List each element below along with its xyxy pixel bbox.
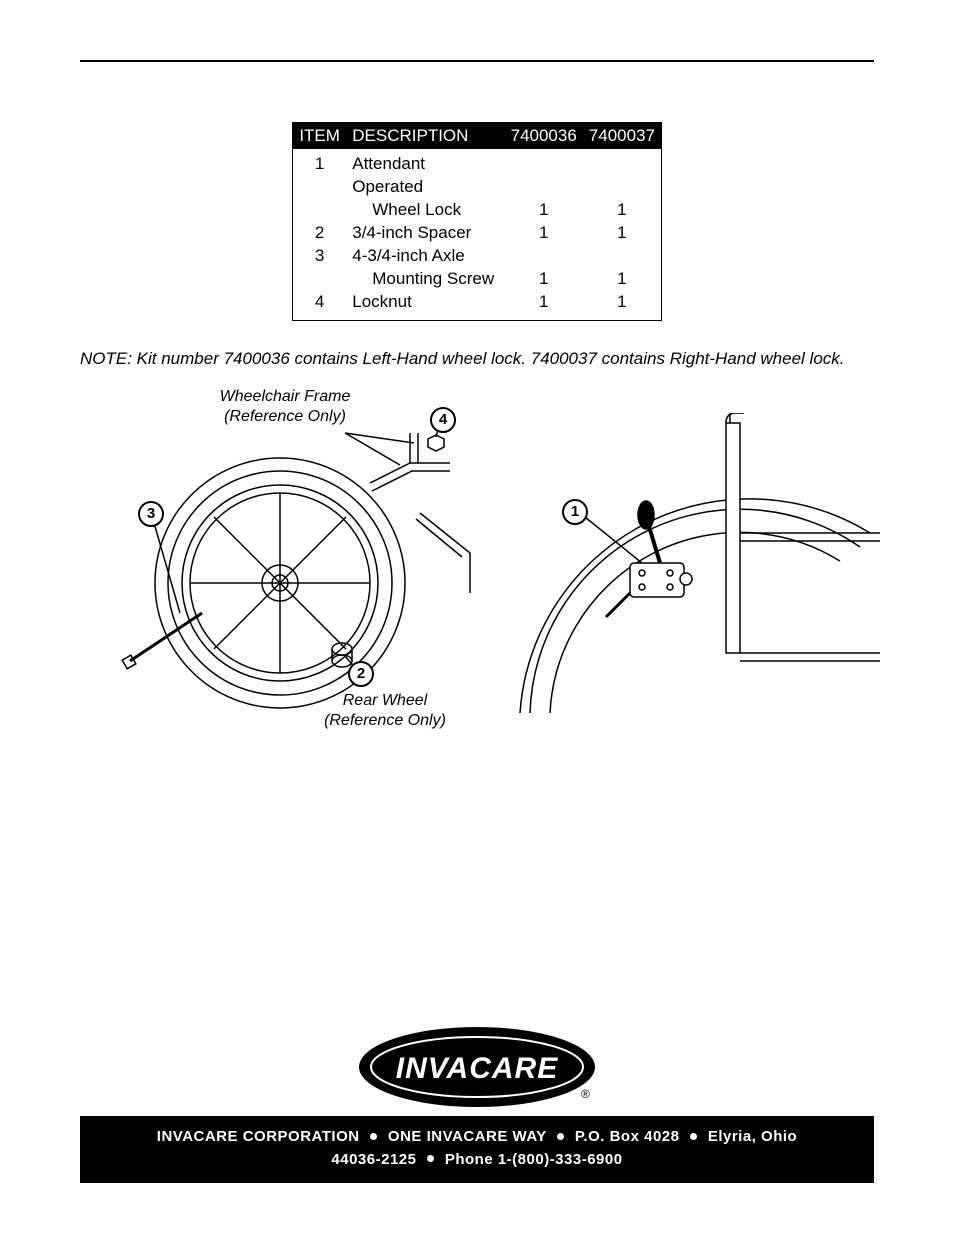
table-row: 3 4-3/4-inch Axle	[293, 245, 662, 268]
invacare-logo-svg: INVACARE ®	[357, 1024, 597, 1110]
page: ITEM DESCRIPTION 7400036 7400037 1 Atten…	[0, 0, 954, 1235]
cell-qty1	[505, 245, 583, 268]
cell-item: 1	[293, 149, 347, 199]
kit-note: NOTE: Kit number 7400036 contains Left-H…	[80, 349, 874, 369]
annotation-line: Wheelchair Frame	[220, 388, 351, 405]
cell-desc: Mounting Screw	[346, 268, 504, 291]
annotation-line: (Reference Only)	[324, 712, 446, 729]
cell-item	[293, 268, 347, 291]
bullet-icon	[557, 1133, 564, 1140]
cell-qty2: 1	[583, 291, 662, 320]
annotation-line: (Reference Only)	[224, 408, 346, 425]
table-row: Wheel Lock 1 1	[293, 199, 662, 222]
cell-qty2: 1	[583, 268, 662, 291]
callout-3: 3	[138, 501, 164, 527]
annotation-rear-wheel: Rear Wheel (Reference Only)	[300, 691, 470, 731]
table-row: 4 Locknut 1 1	[293, 291, 662, 320]
cell-qty2	[583, 149, 662, 199]
cell-qty1: 1	[505, 291, 583, 320]
bullet-icon	[370, 1133, 377, 1140]
cell-qty1: 1	[505, 268, 583, 291]
callout-1: 1	[562, 499, 588, 525]
footer-phone: Phone 1-(800)-333-6900	[445, 1151, 623, 1168]
callout-4: 4	[430, 407, 456, 433]
header-item: ITEM	[293, 123, 347, 150]
cell-item: 3	[293, 245, 347, 268]
cell-item	[293, 199, 347, 222]
logo-registered: ®	[581, 1087, 590, 1101]
footer-pobox: P.O. Box 4028	[575, 1128, 680, 1145]
figure-rear-wheel-exploded: Wheelchair Frame (Reference Only) 4 3 2 …	[110, 393, 490, 733]
footer-city: Elyria, Ohio	[708, 1128, 797, 1145]
cell-qty2: 1	[583, 222, 662, 245]
cell-qty1	[505, 149, 583, 199]
cell-desc: Attendant Operated	[346, 149, 504, 199]
bullet-icon	[690, 1133, 697, 1140]
footer-bar: INVACARE CORPORATION ONE INVACARE WAY P.…	[80, 1116, 874, 1183]
table-row: 1 Attendant Operated	[293, 149, 662, 199]
wheel-lock-svg	[510, 413, 880, 713]
footer-company: INVACARE CORPORATION	[157, 1128, 360, 1145]
top-rule	[80, 60, 874, 62]
footer-zip: 44036-2125	[331, 1151, 416, 1168]
cell-desc: Locknut	[346, 291, 504, 320]
logo: INVACARE ®	[0, 1024, 954, 1115]
table-row: 2 3/4-inch Spacer 1 1	[293, 222, 662, 245]
cell-desc: Wheel Lock	[346, 199, 504, 222]
header-kit-7400036: 7400036	[505, 123, 583, 150]
header-kit-7400037: 7400037	[583, 123, 662, 150]
parts-table: ITEM DESCRIPTION 7400036 7400037 1 Atten…	[292, 122, 662, 321]
figures-area: Wheelchair Frame (Reference Only) 4 3 2 …	[80, 393, 874, 773]
figure-wheel-lock-installed: 1	[510, 413, 880, 713]
cell-desc: 3/4-inch Spacer	[346, 222, 504, 245]
parts-table-header-row: ITEM DESCRIPTION 7400036 7400037	[293, 123, 662, 150]
table-row: Mounting Screw 1 1	[293, 268, 662, 291]
callout-2: 2	[348, 661, 374, 687]
annotation-line: Rear Wheel	[343, 692, 427, 709]
cell-qty2	[583, 245, 662, 268]
annotation-wheelchair-frame: Wheelchair Frame (Reference Only)	[190, 387, 380, 427]
logo-text: INVACARE	[396, 1052, 558, 1085]
bullet-icon	[427, 1155, 434, 1162]
cell-item: 2	[293, 222, 347, 245]
cell-item: 4	[293, 291, 347, 320]
footer-address-street: ONE INVACARE WAY	[388, 1128, 547, 1145]
header-description: DESCRIPTION	[346, 123, 504, 150]
rear-wheel-svg	[110, 393, 490, 733]
cell-qty1: 1	[505, 222, 583, 245]
cell-qty2: 1	[583, 199, 662, 222]
cell-qty1: 1	[505, 199, 583, 222]
cell-desc: 4-3/4-inch Axle	[346, 245, 504, 268]
